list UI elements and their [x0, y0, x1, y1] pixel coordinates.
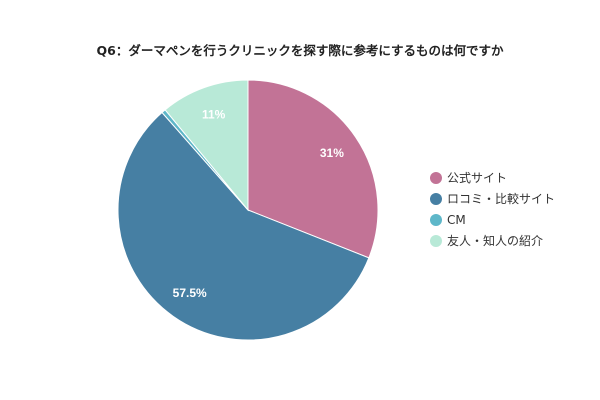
legend-label-1: ロコミ・比較サイト — [447, 191, 555, 206]
pie-slice-1 — [117, 111, 370, 341]
pie-slices — [117, 79, 379, 341]
legend-marker-2 — [430, 214, 442, 226]
legend-marker-3 — [430, 235, 442, 247]
legend-marker-1 — [430, 193, 442, 205]
data-label-3: 11% — [202, 108, 226, 122]
legend-label-0: 公式サイト — [447, 171, 507, 185]
chart-title: Q6：ダーマペンを行うクリニックを探す際に参考にするものは何ですか — [96, 43, 504, 58]
data-label-1: 57.5% — [173, 286, 207, 300]
data-label-0: 31% — [320, 146, 344, 160]
pie-slice-0 — [247, 79, 379, 259]
slice-labels: 31% 57.5% 11% — [173, 108, 345, 300]
legend-marker-0 — [430, 172, 442, 184]
legend-label-2: CM — [447, 213, 466, 227]
legend-label-3: 友人・知人の紹介 — [447, 234, 543, 248]
pie-slice-3 — [164, 79, 249, 212]
